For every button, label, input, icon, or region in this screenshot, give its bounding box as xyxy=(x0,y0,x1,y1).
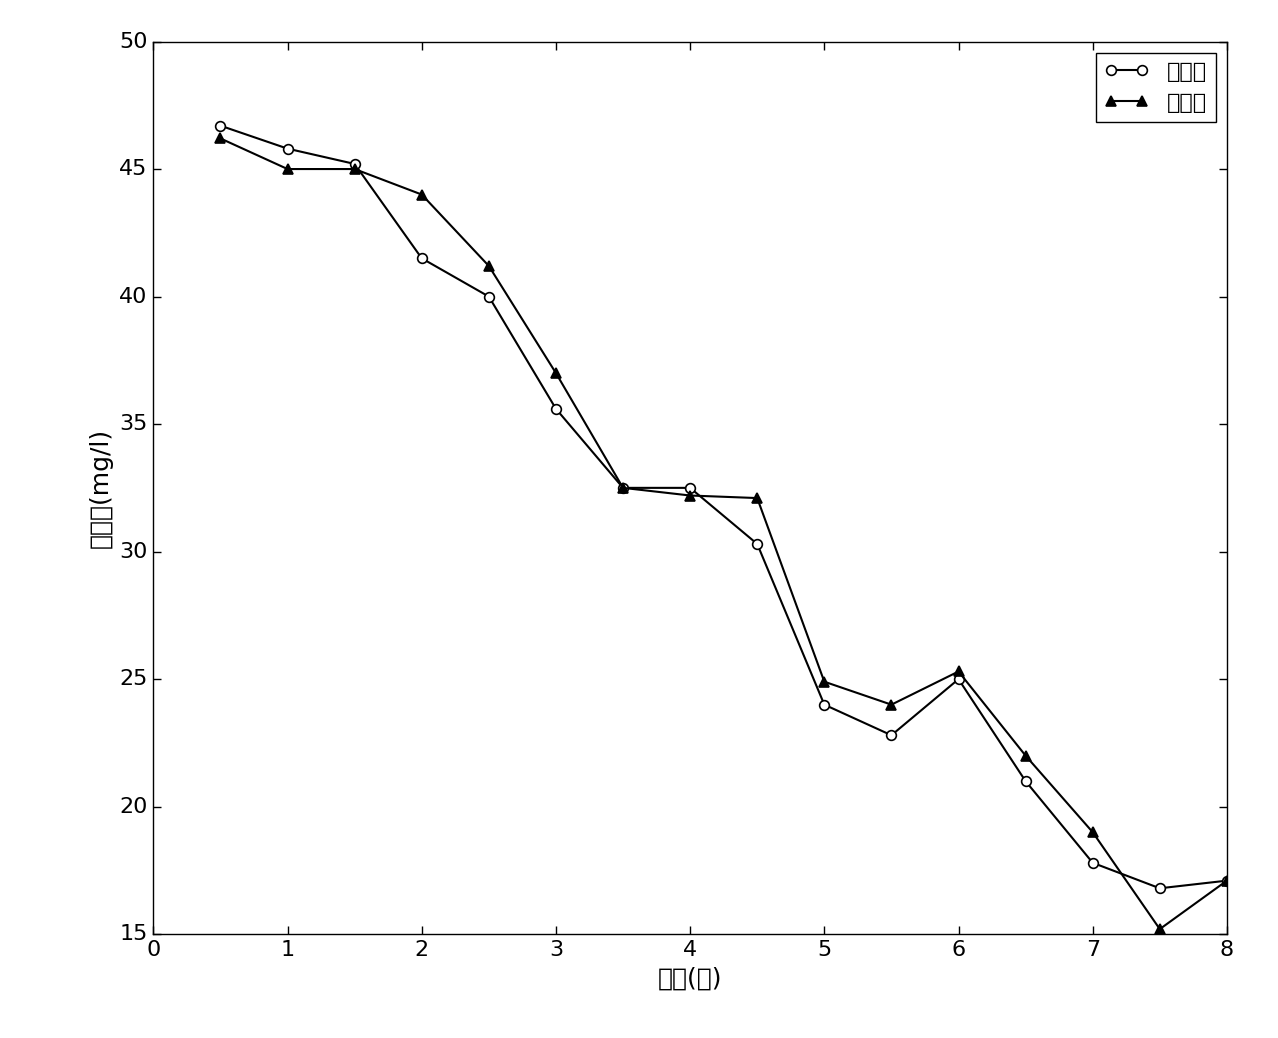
真实値 xyxy=(1219,874,1235,886)
估计値 xyxy=(1085,856,1100,869)
真实値 xyxy=(482,260,497,272)
估计値 xyxy=(280,142,295,155)
真实値 xyxy=(548,366,564,379)
估计値 xyxy=(1219,874,1235,886)
真实値 xyxy=(951,665,966,678)
估计値 xyxy=(682,482,698,494)
真实値 xyxy=(414,188,429,200)
真实値 xyxy=(280,163,295,175)
估计値 xyxy=(884,729,900,741)
Y-axis label: 浓度値(mg/l): 浓度値(mg/l) xyxy=(88,428,112,548)
真实値 xyxy=(346,163,363,175)
估计値 xyxy=(1151,882,1167,895)
真实値 xyxy=(749,492,764,504)
Line: 真实値: 真实値 xyxy=(216,134,1232,934)
真实値 xyxy=(682,489,698,501)
真实値 xyxy=(1151,923,1167,935)
估计値 xyxy=(414,252,429,265)
估计値 xyxy=(548,403,564,415)
真实値 xyxy=(1017,749,1033,762)
估计値 xyxy=(951,673,966,685)
估计値 xyxy=(212,119,227,132)
估计値 xyxy=(1017,775,1033,788)
真实値 xyxy=(1085,826,1100,839)
Legend: 估计値, 真实値: 估计値, 真实値 xyxy=(1095,53,1215,121)
真实値 xyxy=(817,676,832,688)
估计値 xyxy=(616,482,631,494)
真实値 xyxy=(884,699,900,711)
X-axis label: 时间(天): 时间(天) xyxy=(658,966,722,990)
估计値 xyxy=(346,158,363,170)
估计値 xyxy=(817,699,832,711)
估计値 xyxy=(749,538,764,550)
Line: 估计値: 估计値 xyxy=(216,120,1232,893)
真实値 xyxy=(616,482,631,494)
估计値 xyxy=(482,291,497,303)
真实値 xyxy=(212,132,227,144)
